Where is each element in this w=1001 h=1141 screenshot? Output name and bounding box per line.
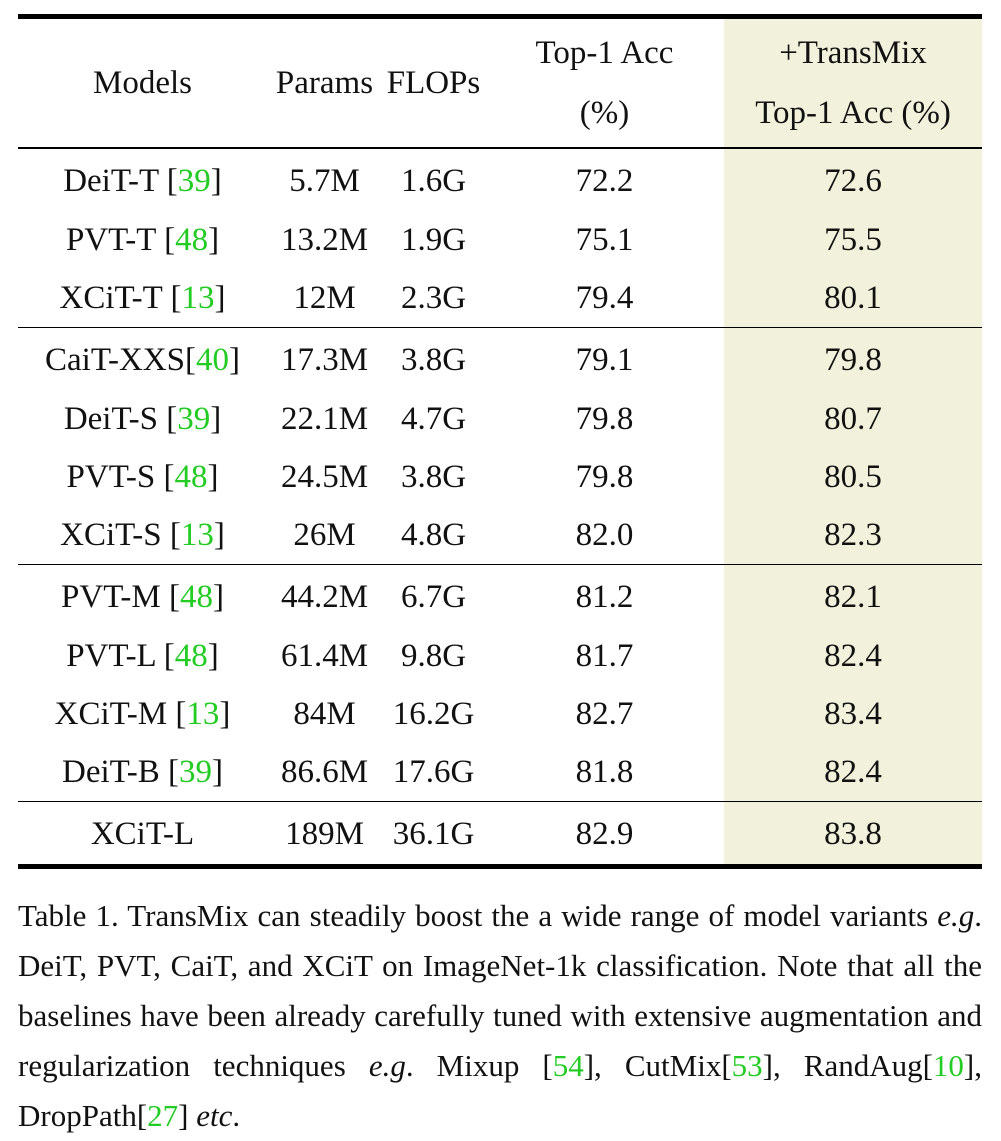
flops-cell: 2.3G (400, 279, 467, 316)
table-row: XCiT-S [13] 26M 4.8G 82.0 82.3 (18, 506, 982, 565)
model-cell: PVT-S [48] (66, 458, 219, 495)
flops-cell: 1.9G (400, 221, 467, 258)
transmix-cell: 80.5 (724, 448, 982, 506)
header-row: Models Params FLOPs Top-1 Acc (%) +TransM… (18, 16, 982, 148)
table-row: DeiT-T [39] 5.7M 1.6G 72.2 72.6 (18, 148, 982, 211)
top1-cell: 82.9 (575, 815, 634, 852)
transmix-cell: 79.8 (724, 327, 982, 390)
flops-cell: 6.7G (400, 578, 467, 615)
flops-cell: 3.8G (400, 341, 467, 378)
params-cell: 17.3M (280, 341, 369, 378)
header-models: Models (93, 65, 192, 101)
transmix-cell: 82.3 (724, 506, 982, 565)
table-caption: Table 1. TransMix can steadily boost the… (18, 898, 982, 1133)
top1-cell: 75.1 (575, 221, 634, 258)
transmix-cell: 80.7 (724, 390, 982, 448)
top1-cell: 79.4 (575, 279, 634, 316)
transmix-cell: 82.4 (724, 743, 982, 802)
table-row: PVT-L [48] 61.4M 9.8G 81.7 82.4 (18, 627, 982, 685)
results-table: Models Params FLOPs Top-1 Acc (%) +TransM… (18, 14, 982, 869)
transmix-cell: 75.5 (724, 211, 982, 269)
params-cell: 189M (285, 815, 364, 852)
header-params: Params (275, 65, 374, 101)
flops-cell: 9.8G (400, 637, 467, 674)
citation-link[interactable]: 39 (179, 753, 213, 790)
citation-link[interactable]: 48 (174, 637, 208, 674)
citation-link[interactable]: 13 (180, 516, 214, 553)
citation-link[interactable]: 54 (552, 1048, 584, 1083)
params-cell: 22.1M (280, 400, 369, 437)
citation-link[interactable]: 27 (147, 1098, 179, 1133)
model-cell: DeiT-B [39] (61, 753, 224, 790)
transmix-cell: 83.4 (724, 685, 982, 743)
top1-cell: 81.8 (575, 753, 634, 790)
model-cell: XCiT-S [13] (60, 516, 225, 553)
group-3: PVT-M [48] 44.2M 6.7G 81.2 82.1 PVT-L [4… (18, 564, 982, 802)
model-cell: XCiT-M [13] (54, 695, 231, 732)
top1-cell: 79.8 (575, 458, 634, 495)
flops-cell: 1.6G (400, 162, 467, 199)
citation-link[interactable]: 48 (179, 578, 213, 615)
transmix-cell: 72.6 (724, 148, 982, 211)
table-row: PVT-M [48] 44.2M 6.7G 81.2 82.1 (18, 564, 982, 627)
citation-link[interactable]: 39 (177, 162, 211, 199)
flops-cell: 17.6G (392, 753, 475, 790)
params-cell: 61.4M (280, 637, 369, 674)
params-cell: 26M (293, 516, 356, 553)
params-cell: 5.7M (289, 162, 360, 199)
citation-link[interactable]: 13 (186, 695, 220, 732)
params-cell: 12M (293, 279, 356, 316)
group-2: CaiT-XXS[40] 17.3M 3.8G 79.1 79.8 DeiT-S… (18, 327, 982, 565)
model-cell: DeiT-S [39] (63, 400, 222, 437)
model-cell: PVT-M [48] (61, 578, 224, 615)
transmix-cell: 82.4 (724, 627, 982, 685)
model-cell: CaiT-XXS[40] (45, 341, 240, 378)
top1-cell: 72.2 (575, 162, 634, 199)
citation-link[interactable]: 40 (195, 341, 229, 378)
table-row: XCiT-L 189M 36.1G 82.9 83.8 (18, 801, 982, 867)
model-cell: XCiT-L (90, 815, 195, 852)
flops-cell: 4.7G (400, 400, 467, 437)
params-cell: 44.2M (280, 578, 369, 615)
top1-cell: 81.2 (575, 578, 634, 615)
params-cell: 84M (293, 695, 356, 732)
table-row: CaiT-XXS[40] 17.3M 3.8G 79.1 79.8 (18, 327, 982, 390)
citation-link[interactable]: 48 (174, 458, 208, 495)
model-cell: XCiT-T [13] (59, 279, 226, 316)
flops-cell: 3.8G (400, 458, 467, 495)
table-row: DeiT-S [39] 22.1M 4.7G 79.8 80.7 (18, 390, 982, 448)
citation-link[interactable]: 39 (177, 400, 211, 437)
header-flops: FLOPs (386, 65, 481, 101)
citation-link[interactable]: 48 (175, 221, 209, 258)
transmix-cell: 80.1 (724, 269, 982, 328)
citation-link[interactable]: 10 (932, 1048, 964, 1083)
top1-cell: 81.7 (575, 637, 634, 674)
top1-cell: 79.8 (575, 400, 634, 437)
table-row: PVT-S [48] 24.5M 3.8G 79.8 80.5 (18, 448, 982, 506)
group-4: XCiT-L 189M 36.1G 82.9 83.8 (18, 801, 982, 867)
top1-cell: 79.1 (575, 341, 634, 378)
model-cell: PVT-T [48] (65, 221, 220, 258)
table-row: XCiT-M [13] 84M 16.2G 82.7 83.4 (18, 685, 982, 743)
params-cell: 86.6M (280, 753, 369, 790)
flops-cell: 16.2G (392, 695, 475, 732)
top1-cell: 82.7 (575, 695, 634, 732)
table-row: XCiT-T [13] 12M 2.3G 79.4 80.1 (18, 269, 982, 328)
table-row: DeiT-B [39] 86.6M 17.6G 81.8 82.4 (18, 743, 982, 802)
header-transmix: +TransMix Top-1 Acc (%) (724, 16, 982, 148)
table-row: PVT-T [48] 13.2M 1.9G 75.1 75.5 (18, 211, 982, 269)
params-cell: 13.2M (280, 221, 369, 258)
header-top1: Top-1 Acc (%) (535, 35, 674, 131)
transmix-cell: 83.8 (724, 801, 982, 867)
model-cell: DeiT-T [39] (63, 162, 222, 199)
transmix-cell: 82.1 (724, 564, 982, 627)
top1-cell: 82.0 (575, 516, 634, 553)
group-1: DeiT-T [39] 5.7M 1.6G 72.2 72.6 PVT-T [4… (18, 148, 982, 328)
model-cell: PVT-L [48] (66, 637, 219, 674)
flops-cell: 4.8G (400, 516, 467, 553)
citation-link[interactable]: 13 (181, 279, 215, 316)
params-cell: 24.5M (280, 458, 369, 495)
citation-link[interactable]: 53 (731, 1048, 763, 1083)
flops-cell: 36.1G (392, 815, 475, 852)
